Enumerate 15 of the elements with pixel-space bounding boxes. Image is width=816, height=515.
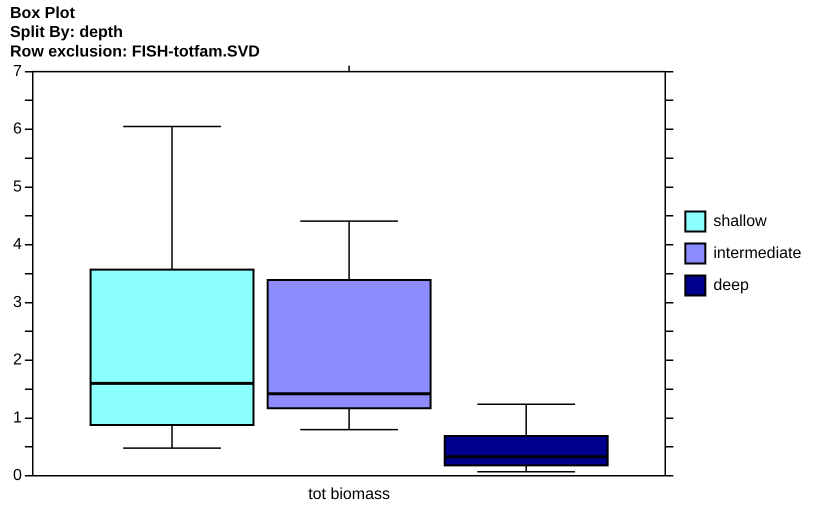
chart-title: Box Plot [10,5,76,22]
chart-subtitle: Split By: depth [10,24,123,42]
y-tick-label: 4 [12,236,22,254]
text: Row exclusion: FISH-totfam.SVD [10,43,260,60]
y-tick-label: 3 [12,294,22,311]
y-tick-label: 0 [12,467,22,484]
y-tick-label: 5 [12,178,22,196]
legend-label: intermediate [713,244,802,262]
y-tick-label: 6 [12,120,22,138]
y-tick-label: 1 [12,409,22,426]
legend-label: shallow [713,212,768,230]
y-tick-label: 2 [12,352,22,369]
x-tick-label: tot biomass [308,486,390,503]
legend-label: deep [713,276,750,294]
y-tick-label: 7 [12,63,22,80]
